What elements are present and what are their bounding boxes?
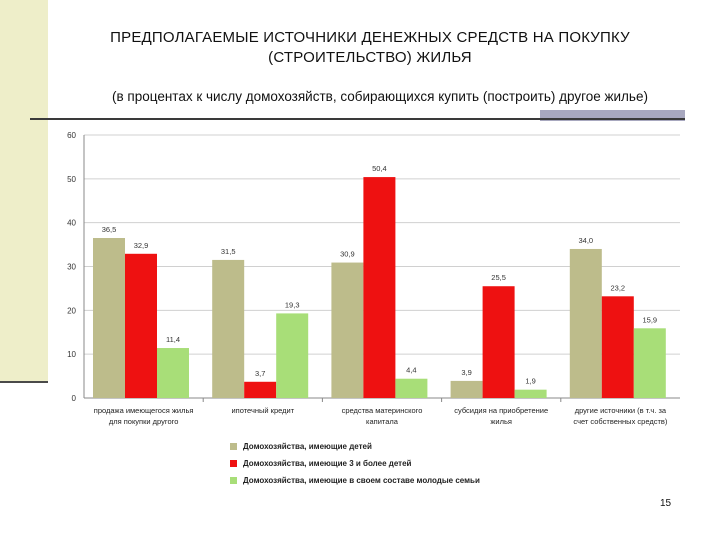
bar	[482, 286, 515, 398]
x-category-label: жилья	[490, 417, 512, 426]
legend-swatch-young-families	[230, 477, 237, 484]
x-category-label: другие источники (в т.ч. за	[575, 406, 667, 415]
bar-value-label: 31,5	[221, 247, 236, 256]
y-tick-label: 10	[67, 350, 76, 359]
legend-swatch-children	[230, 443, 237, 450]
slide-subtitle: (в процентах к числу домохозяйств, собир…	[112, 89, 648, 104]
bar-value-label: 15,9	[642, 315, 657, 324]
legend-item-young-families: Домохозяйства, имеющие в своем составе м…	[230, 472, 480, 489]
y-tick-label: 40	[67, 219, 76, 228]
title-divider	[30, 118, 685, 120]
bar	[212, 259, 245, 398]
y-tick-label: 20	[67, 306, 76, 315]
bar	[93, 238, 125, 398]
x-category-label: ипотечный кредит	[231, 406, 294, 415]
legend-swatch-large-families	[230, 460, 237, 467]
bar-value-label: 1,9	[525, 377, 535, 386]
legend-label-young-families: Домохозяйства, имеющие в своем составе м…	[243, 476, 480, 485]
y-tick-label: 50	[67, 175, 76, 184]
bar	[125, 253, 157, 398]
bar-value-label: 3,9	[461, 368, 471, 377]
x-category-label: капитала	[366, 417, 399, 426]
bar-value-label: 30,9	[340, 250, 355, 259]
x-category-label: продажа имеющегося жилья	[94, 406, 194, 415]
x-category-label: средства материнского	[342, 406, 423, 415]
bar	[450, 380, 483, 398]
legend-label-large-families: Домохозяйства, имеющие 3 и более детей	[243, 459, 412, 468]
bar-value-label: 3,7	[255, 369, 265, 378]
bar-value-label: 11,4	[166, 335, 180, 344]
y-tick-label: 60	[67, 131, 76, 140]
bar	[569, 248, 602, 398]
bar-value-label: 25,5	[491, 273, 506, 282]
bar	[244, 381, 277, 398]
y-tick-label: 0	[72, 394, 77, 403]
bar-value-label: 32,9	[134, 241, 149, 250]
bar-value-label: 23,2	[610, 283, 625, 292]
x-category-label: субсидия на приобретение	[454, 406, 548, 415]
bar	[601, 296, 634, 398]
y-tick-label: 30	[67, 263, 76, 272]
bar	[395, 378, 428, 398]
bar	[276, 313, 309, 398]
bar-value-label: 36,5	[102, 225, 117, 234]
bar	[514, 389, 547, 398]
bar-value-label: 50,4	[372, 164, 387, 173]
bar	[157, 348, 189, 398]
bar	[363, 177, 396, 398]
decorative-side-line	[0, 381, 48, 383]
legend-item-large-families: Домохозяйства, имеющие 3 и более детей	[230, 455, 480, 472]
bar	[331, 262, 364, 398]
legend-item-children: Домохозяйства, имеющие детей	[230, 438, 480, 455]
bar-value-label: 19,3	[285, 300, 300, 309]
bar-value-label: 4,4	[406, 366, 416, 375]
bar-value-label: 34,0	[578, 236, 593, 245]
x-category-label: для покупки другого	[109, 417, 179, 426]
decorative-side-band	[0, 0, 48, 382]
bar	[633, 328, 666, 398]
bar-chart: 0 10 20 30 40 50 60 36,5 32,9 11,4 продажа имеющег…	[67, 131, 680, 426]
legend-label-children: Домохозяйства, имеющие детей	[243, 442, 372, 451]
slide-title: ПРЕДПОЛАГАЕМЫЕ ИСТОЧНИКИ ДЕНЕЖНЫХ СРЕДСТ…	[110, 29, 630, 66]
page-number: 15	[660, 498, 672, 509]
x-category-label: счет собственных средств)	[573, 417, 667, 426]
chart-legend: Домохозяйства, имеющие детей Домохозяйст…	[230, 438, 480, 489]
